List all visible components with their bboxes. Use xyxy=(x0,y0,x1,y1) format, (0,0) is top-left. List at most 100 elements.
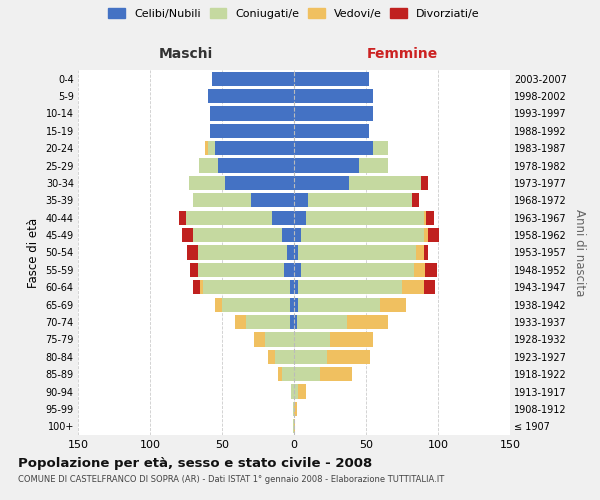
Bar xyxy=(268,350,275,364)
Bar xyxy=(294,193,308,208)
Bar xyxy=(179,210,186,225)
Bar xyxy=(225,176,294,190)
Bar xyxy=(189,176,225,190)
Bar xyxy=(284,263,294,277)
Bar xyxy=(308,193,412,208)
Bar xyxy=(254,332,265,346)
Bar xyxy=(294,384,298,398)
Bar xyxy=(301,263,413,277)
Bar xyxy=(294,210,305,225)
Legend: Celibi/Nubili, Coniugati/e, Vedovi/e, Divorziati/e: Celibi/Nubili, Coniugati/e, Vedovi/e, Di… xyxy=(109,8,479,19)
Bar xyxy=(294,228,301,242)
Bar xyxy=(416,246,424,260)
Bar xyxy=(359,158,388,172)
Bar xyxy=(251,193,294,208)
Y-axis label: Anni di nascita: Anni di nascita xyxy=(574,209,586,296)
Bar xyxy=(197,246,287,260)
Bar xyxy=(272,210,294,225)
Bar xyxy=(294,246,298,260)
Bar xyxy=(424,246,428,260)
Bar xyxy=(190,263,197,277)
Bar xyxy=(421,176,428,190)
Bar xyxy=(215,298,222,312)
Bar xyxy=(291,384,294,398)
Bar xyxy=(294,402,297,416)
Bar xyxy=(222,298,290,312)
Bar xyxy=(297,315,347,329)
Bar xyxy=(294,89,373,103)
Bar xyxy=(294,315,297,329)
Bar xyxy=(205,141,208,156)
Bar xyxy=(349,176,421,190)
Bar xyxy=(427,210,434,225)
Bar xyxy=(327,350,370,364)
Bar xyxy=(347,315,388,329)
Bar xyxy=(275,350,294,364)
Bar xyxy=(294,176,349,190)
Bar xyxy=(283,228,294,242)
Bar xyxy=(294,141,373,156)
Bar xyxy=(208,141,215,156)
Bar xyxy=(294,350,327,364)
Bar xyxy=(330,332,373,346)
Bar xyxy=(380,298,406,312)
Bar xyxy=(200,280,203,294)
Bar xyxy=(402,280,424,294)
Bar xyxy=(298,384,305,398)
Bar xyxy=(301,228,424,242)
Bar xyxy=(424,280,435,294)
Bar xyxy=(283,367,294,382)
Bar xyxy=(197,263,284,277)
Bar xyxy=(182,228,193,242)
Bar xyxy=(211,106,294,120)
Bar xyxy=(212,72,294,86)
Bar xyxy=(187,246,197,260)
Bar xyxy=(294,419,295,434)
Text: Maschi: Maschi xyxy=(159,47,213,61)
Bar xyxy=(265,332,294,346)
Bar xyxy=(294,124,369,138)
Bar xyxy=(294,263,301,277)
Y-axis label: Fasce di età: Fasce di età xyxy=(27,218,40,288)
Bar xyxy=(294,158,359,172)
Bar xyxy=(294,298,298,312)
Bar xyxy=(412,193,419,208)
Bar xyxy=(287,246,294,260)
Bar xyxy=(294,332,330,346)
Bar xyxy=(413,263,425,277)
Bar xyxy=(247,315,290,329)
Bar xyxy=(424,228,428,242)
Bar xyxy=(290,315,294,329)
Bar xyxy=(293,402,294,416)
Bar xyxy=(235,315,247,329)
Bar xyxy=(193,228,283,242)
Bar xyxy=(320,367,352,382)
Bar xyxy=(294,280,298,294)
Text: Popolazione per età, sesso e stato civile - 2008: Popolazione per età, sesso e stato civil… xyxy=(18,458,372,470)
Bar xyxy=(294,367,320,382)
Bar xyxy=(373,141,388,156)
Bar xyxy=(298,246,416,260)
Bar xyxy=(294,72,369,86)
Bar xyxy=(298,280,402,294)
Bar xyxy=(290,280,294,294)
Bar xyxy=(215,141,294,156)
Bar xyxy=(425,263,437,277)
Bar xyxy=(218,158,294,172)
Bar xyxy=(305,210,424,225)
Bar xyxy=(186,210,272,225)
Text: COMUNE DI CASTELFRANCO DI SOPRA (AR) - Dati ISTAT 1° gennaio 2008 - Elaborazione: COMUNE DI CASTELFRANCO DI SOPRA (AR) - D… xyxy=(18,475,444,484)
Bar xyxy=(290,298,294,312)
Bar xyxy=(199,158,218,172)
Bar xyxy=(211,124,294,138)
Text: Femmine: Femmine xyxy=(367,47,437,61)
Bar xyxy=(208,89,294,103)
Bar xyxy=(298,298,380,312)
Bar xyxy=(294,106,373,120)
Bar xyxy=(193,193,251,208)
Bar xyxy=(203,280,290,294)
Bar xyxy=(193,280,200,294)
Bar xyxy=(293,419,294,434)
Bar xyxy=(428,228,439,242)
Bar xyxy=(424,210,427,225)
